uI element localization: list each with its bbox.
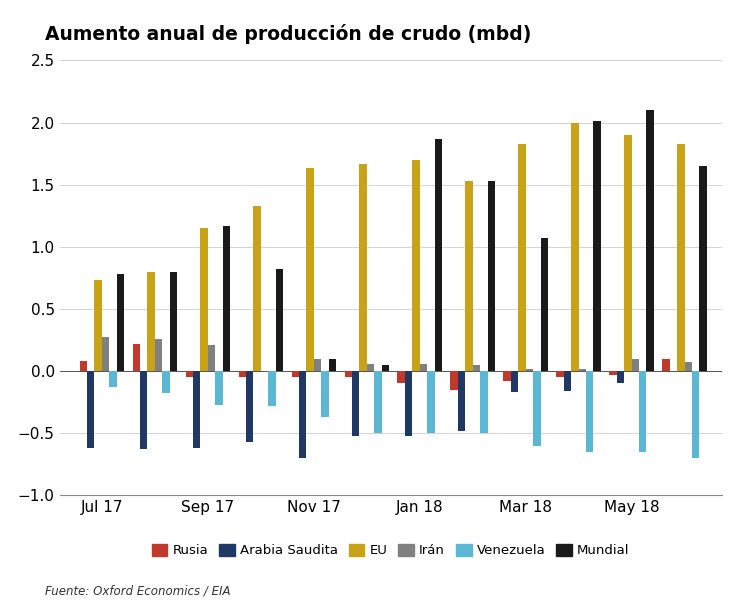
Bar <box>94 280 102 371</box>
Bar <box>519 144 526 371</box>
Bar <box>557 371 564 378</box>
Bar <box>405 371 412 435</box>
Bar <box>321 371 329 417</box>
Bar <box>699 166 707 371</box>
Bar <box>564 371 571 391</box>
Bar <box>314 359 321 371</box>
Text: Fuente: Oxford Economics / EIA: Fuente: Oxford Economics / EIA <box>45 585 230 598</box>
Bar <box>117 274 124 371</box>
Bar <box>579 368 586 371</box>
Bar <box>246 371 254 442</box>
Bar <box>132 344 140 371</box>
Bar <box>632 359 639 371</box>
Bar <box>359 164 367 371</box>
Bar <box>465 181 472 371</box>
Bar <box>586 371 594 452</box>
Bar <box>352 371 359 435</box>
Bar <box>215 371 222 405</box>
Bar <box>102 338 109 371</box>
Bar <box>269 371 275 406</box>
Bar <box>412 160 420 371</box>
Bar <box>526 368 533 371</box>
Bar <box>140 371 147 449</box>
Bar <box>329 359 336 371</box>
Bar <box>684 362 692 371</box>
Bar <box>275 269 283 371</box>
Bar <box>692 371 699 458</box>
Bar <box>624 135 632 371</box>
Bar <box>609 371 617 374</box>
Bar <box>374 371 382 433</box>
Bar <box>307 169 314 371</box>
Bar <box>434 139 442 371</box>
Bar <box>254 206 261 371</box>
Bar <box>193 371 200 448</box>
Bar <box>299 371 307 458</box>
Bar <box>540 238 548 371</box>
Bar <box>662 359 670 371</box>
Bar <box>450 371 458 390</box>
Legend: Rusia, Arabia Saudita, EU, Irán, Venezuela, Mundial: Rusia, Arabia Saudita, EU, Irán, Venezue… <box>147 539 635 562</box>
Bar <box>480 371 487 433</box>
Bar <box>639 371 647 452</box>
Bar <box>162 371 170 393</box>
Bar <box>487 181 495 371</box>
Bar <box>594 121 601 371</box>
Bar <box>292 371 299 378</box>
Bar <box>344 371 352 378</box>
Bar <box>367 364 374 371</box>
Bar <box>458 371 465 431</box>
Bar <box>472 365 480 371</box>
Bar <box>239 371 246 378</box>
Bar <box>617 371 624 384</box>
Bar <box>677 144 684 371</box>
Bar <box>200 228 208 371</box>
Bar <box>397 371 405 384</box>
Bar <box>87 371 94 448</box>
Bar <box>571 123 579 371</box>
Bar <box>109 371 117 387</box>
Bar <box>170 272 177 371</box>
Bar <box>420 364 427 371</box>
Bar <box>155 339 162 371</box>
Bar <box>533 371 540 446</box>
Bar <box>80 361 87 371</box>
Bar <box>511 371 519 392</box>
Bar <box>647 110 654 371</box>
Bar <box>185 371 193 378</box>
Bar <box>222 226 230 371</box>
Bar <box>208 345 215 371</box>
Bar <box>504 371 511 381</box>
Bar <box>382 365 389 371</box>
Text: Aumento anual de producción de crudo (mbd): Aumento anual de producción de crudo (mb… <box>45 24 531 44</box>
Bar <box>147 272 155 371</box>
Bar <box>427 371 434 433</box>
